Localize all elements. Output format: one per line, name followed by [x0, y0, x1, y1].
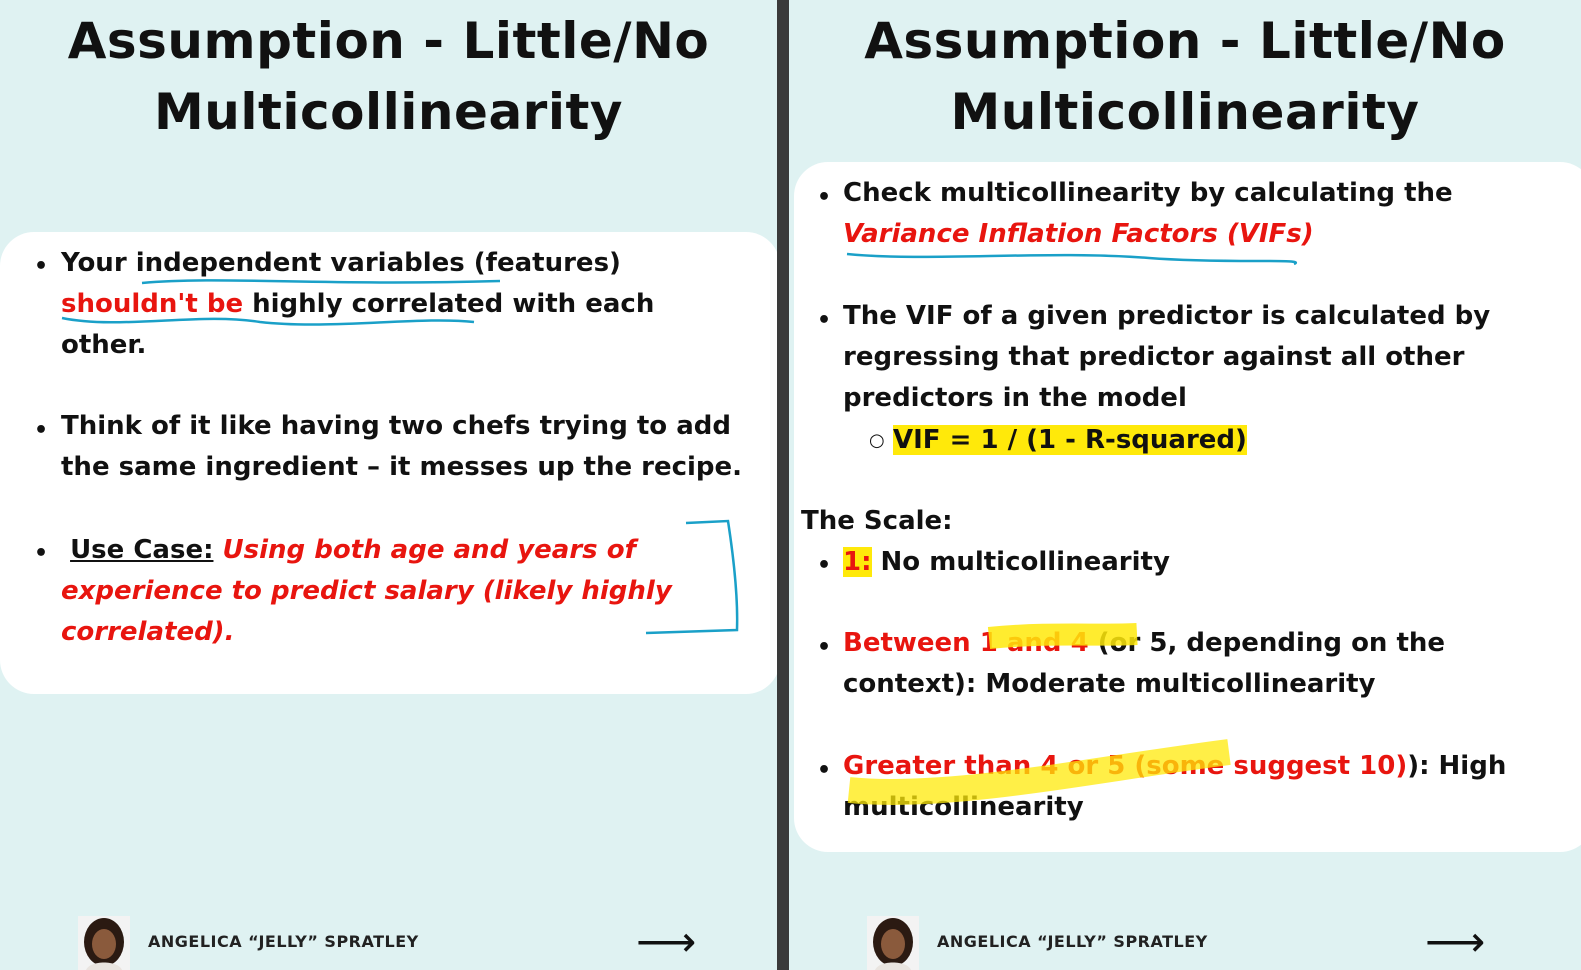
scale-item-moderate: Between 1 and 4 (or 5, depending on the … [843, 628, 1446, 699]
slide-title: Assumption - Little/No Multicollinearity [0, 6, 777, 148]
bullet-dot: • [34, 418, 49, 443]
vif-term: Variance Inflation Factors (VIFs) [843, 219, 1314, 249]
bullet-dot: • [817, 308, 832, 333]
author-avatar [867, 916, 919, 970]
shouldnt-be-text: shouldn't be [61, 289, 244, 319]
scale-item-none: 1: No multicollinearity [843, 547, 1170, 577]
use-case-label: Use Case: [70, 535, 214, 565]
next-arrow-icon[interactable]: ⟶ [1425, 917, 1486, 966]
content-card [794, 162, 1581, 852]
bullet-dot: • [34, 541, 49, 566]
bullet-chefs-analogy: Think of it like having two chefs trying… [61, 411, 743, 482]
right-slide: Assumption - Little/No Multicollinearity… [789, 0, 1581, 970]
author-name: ANGELICA “JELLY” SPRATLEY [148, 932, 419, 951]
scale-item-high: Greater than 4 or 5 (some suggest 10)): … [843, 751, 1507, 822]
title-line-2: Multicollinearity [154, 83, 623, 141]
author-avatar [78, 916, 130, 970]
bullet-dot: • [34, 254, 49, 279]
scale-heading: The Scale: [801, 506, 953, 536]
bullet-independent-variables: Your independent variables (features) sh… [61, 248, 655, 360]
author-name: ANGELICA “JELLY” SPRATLEY [937, 932, 1208, 951]
title-line-1: Assumption - Little/No [864, 12, 1506, 70]
bullet-dot: • [817, 758, 832, 783]
title-line-2: Multicollinearity [950, 83, 1420, 141]
bullet-dot: • [817, 553, 832, 578]
vif-formula: VIF = 1 / (1 - R-squared) [893, 425, 1247, 455]
title-line-1: Assumption - Little/No [67, 12, 710, 70]
bullet-check-vif: Check multicollinearity by calculating t… [843, 173, 1453, 255]
independent-variables-text: independent variables [135, 248, 465, 278]
left-slide: Assumption - Little/No Multicollinearity… [0, 0, 777, 970]
bullet-vif-definition: The VIF of a given predictor is calculat… [843, 301, 1491, 413]
slide-divider [777, 0, 789, 970]
sub-bullet-circle: ○ [869, 430, 885, 451]
next-arrow-icon[interactable]: ⟶ [636, 917, 697, 966]
bullet-use-case: Use Case: Using both age and years of ex… [61, 535, 672, 647]
slide-title: Assumption - Little/No Multicollinearity [789, 6, 1581, 148]
bullet-dot: • [817, 185, 832, 210]
bullet-dot: • [817, 635, 832, 660]
